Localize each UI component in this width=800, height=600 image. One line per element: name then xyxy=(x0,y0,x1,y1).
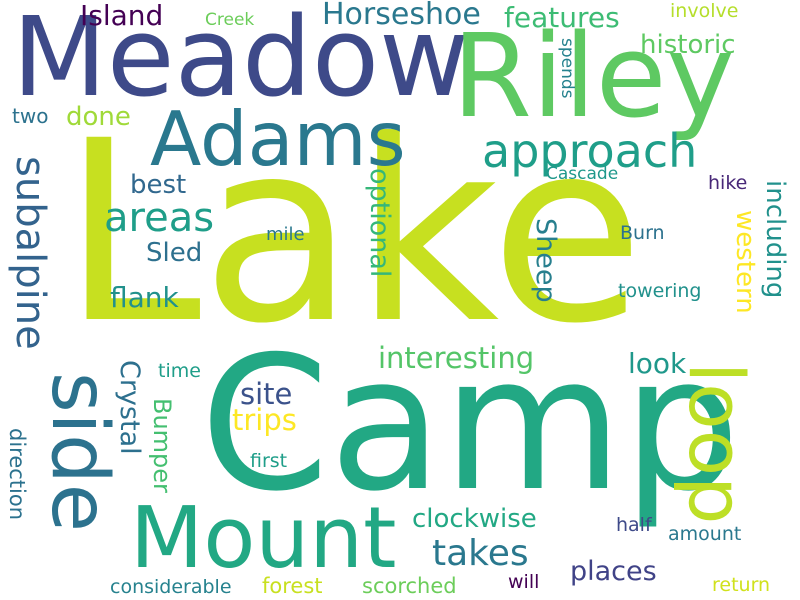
word-forest: forest xyxy=(262,574,323,598)
word-best: best xyxy=(130,170,187,200)
word-mile: mile xyxy=(266,224,305,245)
word-towering: towering xyxy=(618,280,702,302)
word-amount: amount xyxy=(668,523,742,545)
word-adams: Adams xyxy=(150,95,406,183)
word-considerable: considerable xyxy=(110,576,232,598)
word-sheep: Sheep xyxy=(530,218,561,303)
word-look: look xyxy=(628,347,687,380)
word-hike: hike xyxy=(708,172,748,194)
word-sled: Sled xyxy=(146,238,203,268)
word-direction: direction xyxy=(5,428,29,521)
word-camp: Camp xyxy=(200,316,741,532)
word-site: site xyxy=(240,377,293,411)
word-return: return xyxy=(712,574,771,596)
word-scorched: scorched xyxy=(362,574,457,598)
word-will: will xyxy=(508,571,540,593)
word-two: two xyxy=(12,104,49,128)
word-half: half xyxy=(616,514,652,536)
word-done: done xyxy=(66,102,131,132)
word-cascade: Cascade xyxy=(546,164,619,184)
word-trips: trips xyxy=(232,403,297,437)
word-subalpine: subalpine xyxy=(7,156,53,350)
word-mount: Mount xyxy=(130,489,397,588)
word-areas: areas xyxy=(104,195,215,241)
word-spends: spends xyxy=(557,38,577,99)
word-bumper: Bumper xyxy=(148,398,176,493)
word-involve: involve xyxy=(670,0,739,22)
word-interesting: interesting xyxy=(378,341,535,375)
word-historic: historic xyxy=(640,30,736,60)
word-takes: takes xyxy=(432,533,529,574)
word-horseshoe: Horseshoe xyxy=(322,0,481,32)
word-burn: Burn xyxy=(620,222,665,244)
word-western: western xyxy=(730,210,760,314)
word-features: features xyxy=(504,1,620,34)
word-time: time xyxy=(158,360,201,382)
word-first: first xyxy=(250,450,288,472)
word-crystal: Crystal xyxy=(114,360,145,455)
word-side: side xyxy=(34,372,124,532)
word-creek: Creek xyxy=(205,10,255,30)
word-clockwise: clockwise xyxy=(412,504,537,534)
word-optional: optional xyxy=(364,168,395,278)
word-meadow: Meadow xyxy=(12,0,470,121)
word-loop: loop xyxy=(672,362,761,525)
word-island: Island xyxy=(80,0,164,32)
word-lake: Lake xyxy=(62,87,645,378)
word-riley: Riley xyxy=(452,10,735,144)
word-flank: flank xyxy=(110,281,179,314)
word-places: places xyxy=(570,556,657,587)
word-approach: approach xyxy=(482,124,698,178)
word-including: including xyxy=(760,180,790,299)
